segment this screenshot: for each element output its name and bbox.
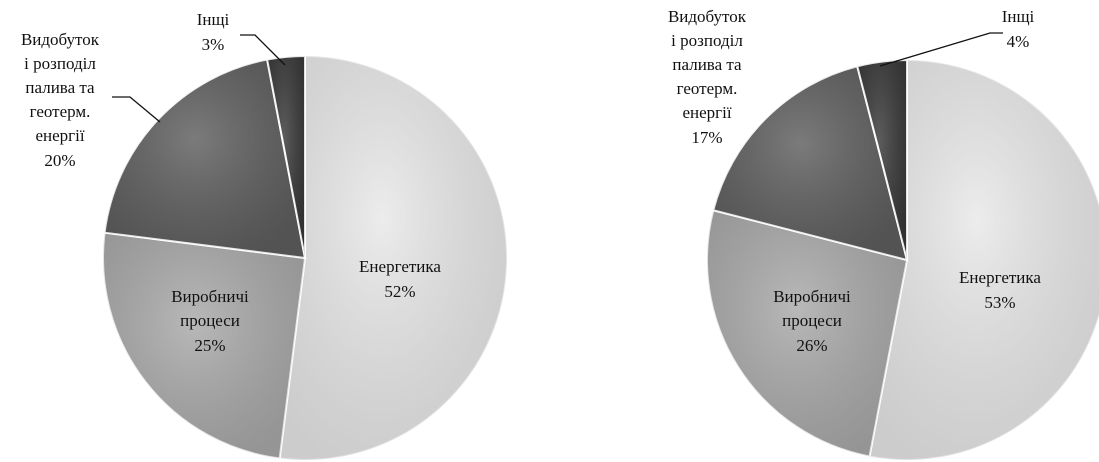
category-label: Видобуток і розподіл палива та геотерм. енер… xyxy=(668,7,747,122)
category-label: Енергетика xyxy=(359,257,441,276)
slice-label: Виробничі процеси 26% xyxy=(773,287,851,355)
category-label: Виробничі процеси xyxy=(171,287,249,330)
leader-line xyxy=(240,34,286,66)
percent-label: 3% xyxy=(202,35,225,54)
slice-label: Інщі 4% xyxy=(1002,7,1035,51)
category-line: геотерм. xyxy=(30,102,91,121)
category-line: і розподіл xyxy=(24,54,96,73)
slice-label: Енергетика 52% xyxy=(359,257,441,301)
category-line: енергії xyxy=(35,126,84,145)
category-line: палива та xyxy=(25,78,95,97)
slice-label: Інщі 3% xyxy=(197,10,230,54)
slice-shade xyxy=(707,210,907,457)
percent-label: 26% xyxy=(796,336,827,355)
slice-shade xyxy=(713,66,907,260)
leader-line xyxy=(112,96,161,123)
percent-label: 17% xyxy=(691,128,722,147)
category-line: процеси xyxy=(180,311,240,330)
category-label: Енергетика xyxy=(959,268,1041,287)
percent-label: 52% xyxy=(384,282,415,301)
slice-label: Видобуток і розподіл палива та геотерм. енер… xyxy=(21,30,100,170)
category-line: енергії xyxy=(682,103,731,122)
category-label: Інщі xyxy=(1002,7,1035,26)
slice-shade xyxy=(267,56,305,258)
slice-shade xyxy=(857,60,907,260)
category-line: палива та xyxy=(672,55,742,74)
category-line: Енергетика xyxy=(959,268,1041,287)
percent-label: 4% xyxy=(1007,32,1030,51)
slice-label: Виробничі процеси 25% xyxy=(171,287,249,355)
category-line: Енергетика xyxy=(359,257,441,276)
category-line: Інщі xyxy=(1002,7,1035,26)
percent-label: 53% xyxy=(984,293,1015,312)
category-line: Видобуток xyxy=(21,30,100,49)
category-label: Видобуток і розподіл палива та геотерм. енер… xyxy=(21,30,100,145)
category-line: і розподіл xyxy=(671,31,743,50)
leader-line xyxy=(879,32,1003,67)
category-line: Видобуток xyxy=(668,7,747,26)
category-line: Інщі xyxy=(197,10,230,29)
category-line: Виробничі xyxy=(171,287,249,306)
category-line: Виробничі xyxy=(773,287,851,306)
percent-label: 20% xyxy=(44,151,75,170)
category-line: процеси xyxy=(782,311,842,330)
slice-shade xyxy=(104,59,305,259)
category-label: Інщі xyxy=(197,10,230,29)
slice-shade xyxy=(869,60,1099,460)
slice-label: Видобуток і розподіл палива та геотерм. енер… xyxy=(668,7,747,147)
slice-shade xyxy=(279,56,507,461)
slice-shade xyxy=(103,232,305,459)
slice-label: Енергетика 53% xyxy=(959,268,1041,312)
category-line: геотерм. xyxy=(677,79,738,98)
category-label: Виробничі процеси xyxy=(773,287,851,330)
percent-label: 25% xyxy=(194,336,225,355)
